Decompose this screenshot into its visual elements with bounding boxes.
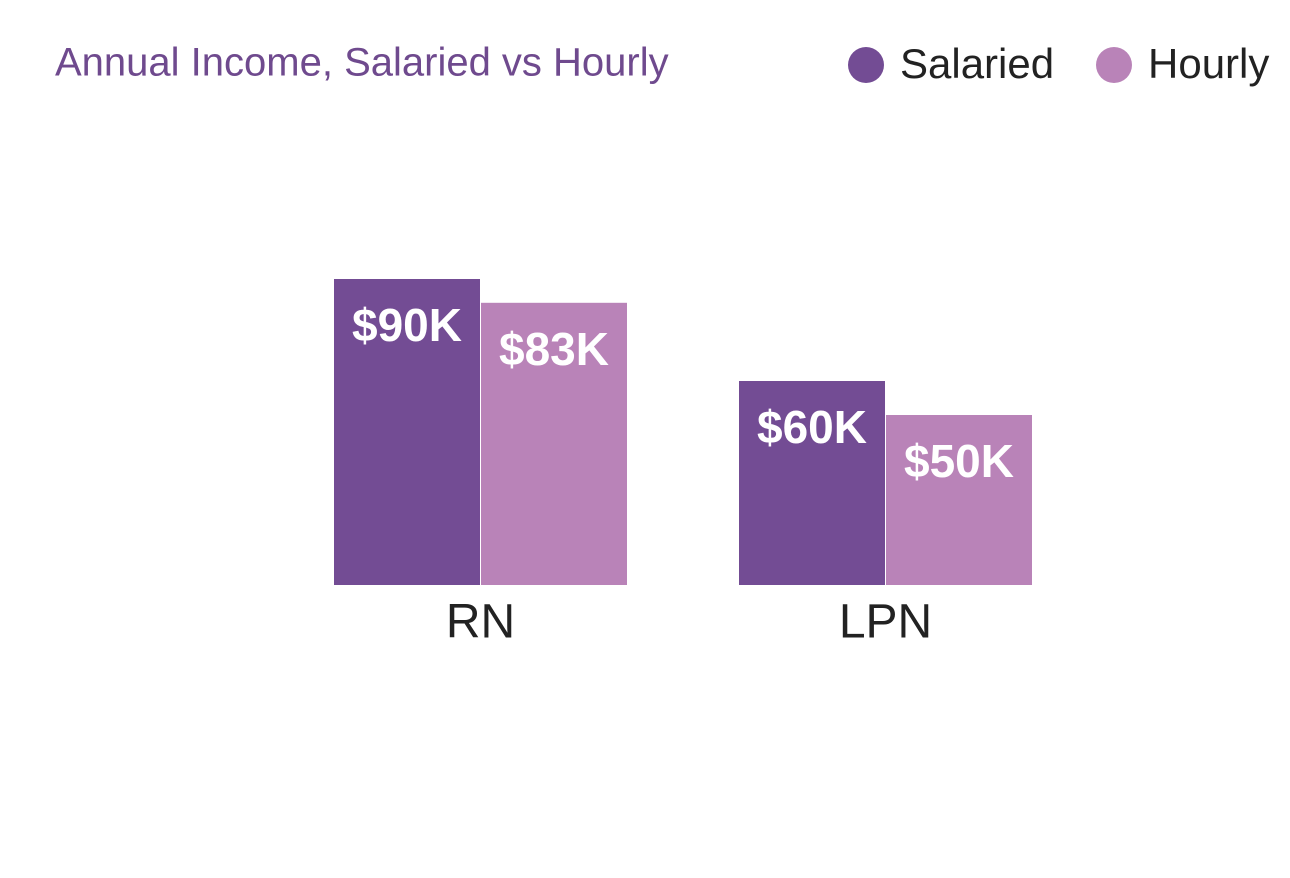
value-label: $90K — [352, 299, 462, 351]
bar — [886, 415, 1032, 585]
x-tick-label: LPN — [839, 596, 932, 649]
legend-swatch — [1096, 47, 1132, 83]
bar — [481, 302, 627, 585]
x-tick-label: RN — [446, 596, 515, 649]
legend-label: Hourly — [1148, 40, 1269, 87]
value-label: $60K — [757, 401, 867, 453]
legend-swatch — [848, 47, 884, 83]
value-label: $83K — [499, 323, 609, 375]
bar — [334, 279, 480, 585]
legend-label: Salaried — [900, 40, 1054, 87]
chart-title: Annual Income, Salaried vs Hourly — [55, 41, 669, 85]
value-label: $50K — [904, 435, 1014, 487]
bar — [739, 381, 885, 585]
